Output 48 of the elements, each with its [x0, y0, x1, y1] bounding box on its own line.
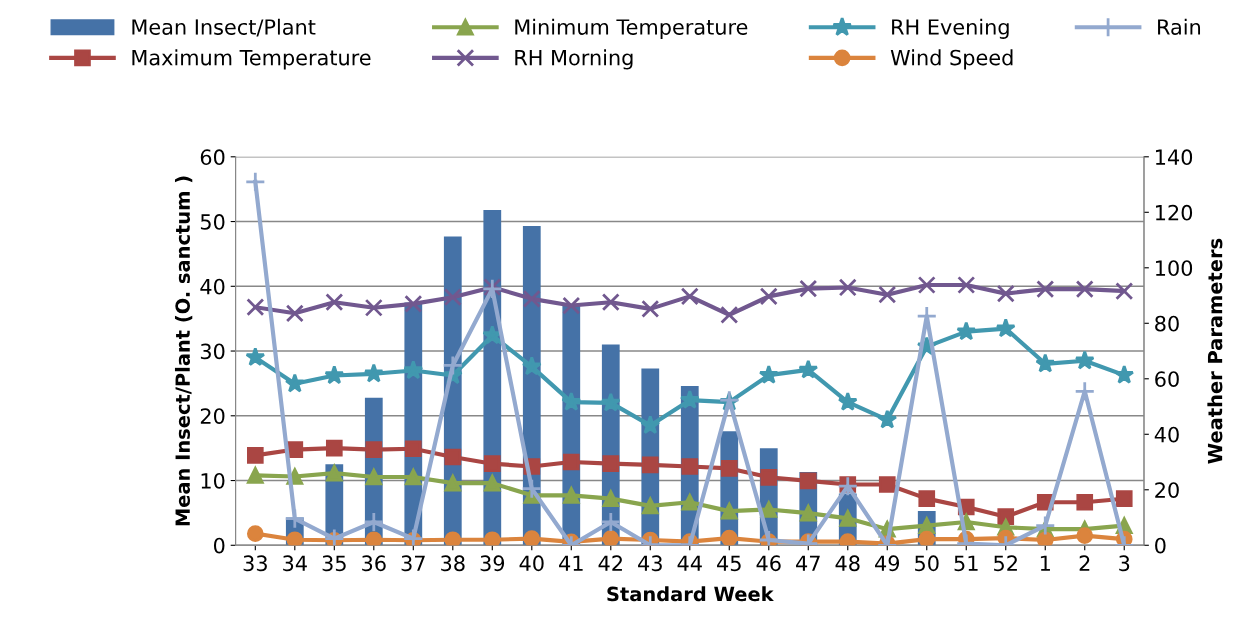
legend-label: Maximum Temperature [132, 49, 371, 70]
x-tick-label: 3 [1119, 555, 1130, 572]
x-tick-label: 38 [441, 555, 465, 572]
legend-label: Minimum Temperature [515, 18, 748, 39]
y-tick-label: 50 [200, 214, 225, 230]
y2-tick-label: 20 [1155, 482, 1179, 498]
x-tick-label: 39 [480, 555, 505, 572]
legend-label: Rain [1158, 18, 1201, 35]
x-tick-label: 43 [638, 555, 662, 572]
y-tick-label: 30 [200, 343, 225, 360]
legend-label: RH Morning [515, 49, 633, 70]
x-axis-title: Standard Week [607, 586, 774, 602]
y-tick-label: 0 [213, 537, 225, 554]
x-tick-label: 36 [362, 555, 386, 572]
x-tick-label: 44 [677, 555, 702, 571]
y-tick-label: 10 [201, 472, 225, 489]
x-tick-label: 46 [756, 555, 781, 572]
x-tick-label: 49 [875, 555, 900, 572]
legend-label: RH Evening [892, 18, 1009, 39]
x-tick-label: 42 [598, 555, 622, 571]
y2-axis-title: Weather Parameters [1207, 238, 1223, 464]
x-tick-label: 35 [322, 555, 346, 572]
y2-tick-label: 120 [1156, 204, 1193, 221]
legend-label: Mean Insect/Plant [132, 18, 316, 37]
x-tick-label: 50 [915, 555, 939, 572]
x-tick-label: 33 [243, 555, 267, 572]
x-tick-label: 45 [717, 555, 741, 572]
x-tick-label: 51 [954, 555, 978, 572]
x-tick-label: 34 [283, 555, 307, 572]
y2-tick-label: 80 [1155, 315, 1179, 332]
y-tick-label: 60 [200, 149, 225, 166]
y2-tick-label: 40 [1154, 426, 1179, 443]
y2-tick-label: 0 [1155, 537, 1166, 554]
x-tick-label: 47 [796, 555, 820, 571]
y-axis-title: Mean Insect/Plant (O. sanctum ) [174, 176, 193, 526]
x-tick-label: 37 [401, 555, 425, 572]
x-tick-label: 48 [835, 555, 860, 572]
y2-tick-label: 140 [1156, 149, 1193, 166]
x-tick-label: 52 [994, 555, 1017, 572]
x-tick-label: 41 [559, 555, 583, 571]
y2-tick-label: 100 [1156, 260, 1193, 277]
x-tick-label: 1 [1040, 555, 1050, 571]
x-tick-label: 2 [1079, 555, 1090, 571]
x-tick-label: 40 [519, 555, 544, 572]
y-tick-label: 20 [200, 408, 225, 424]
legend-label: Wind Speed [890, 49, 1013, 70]
y2-tick-label: 60 [1155, 371, 1179, 387]
y-tick-label: 40 [200, 278, 225, 295]
